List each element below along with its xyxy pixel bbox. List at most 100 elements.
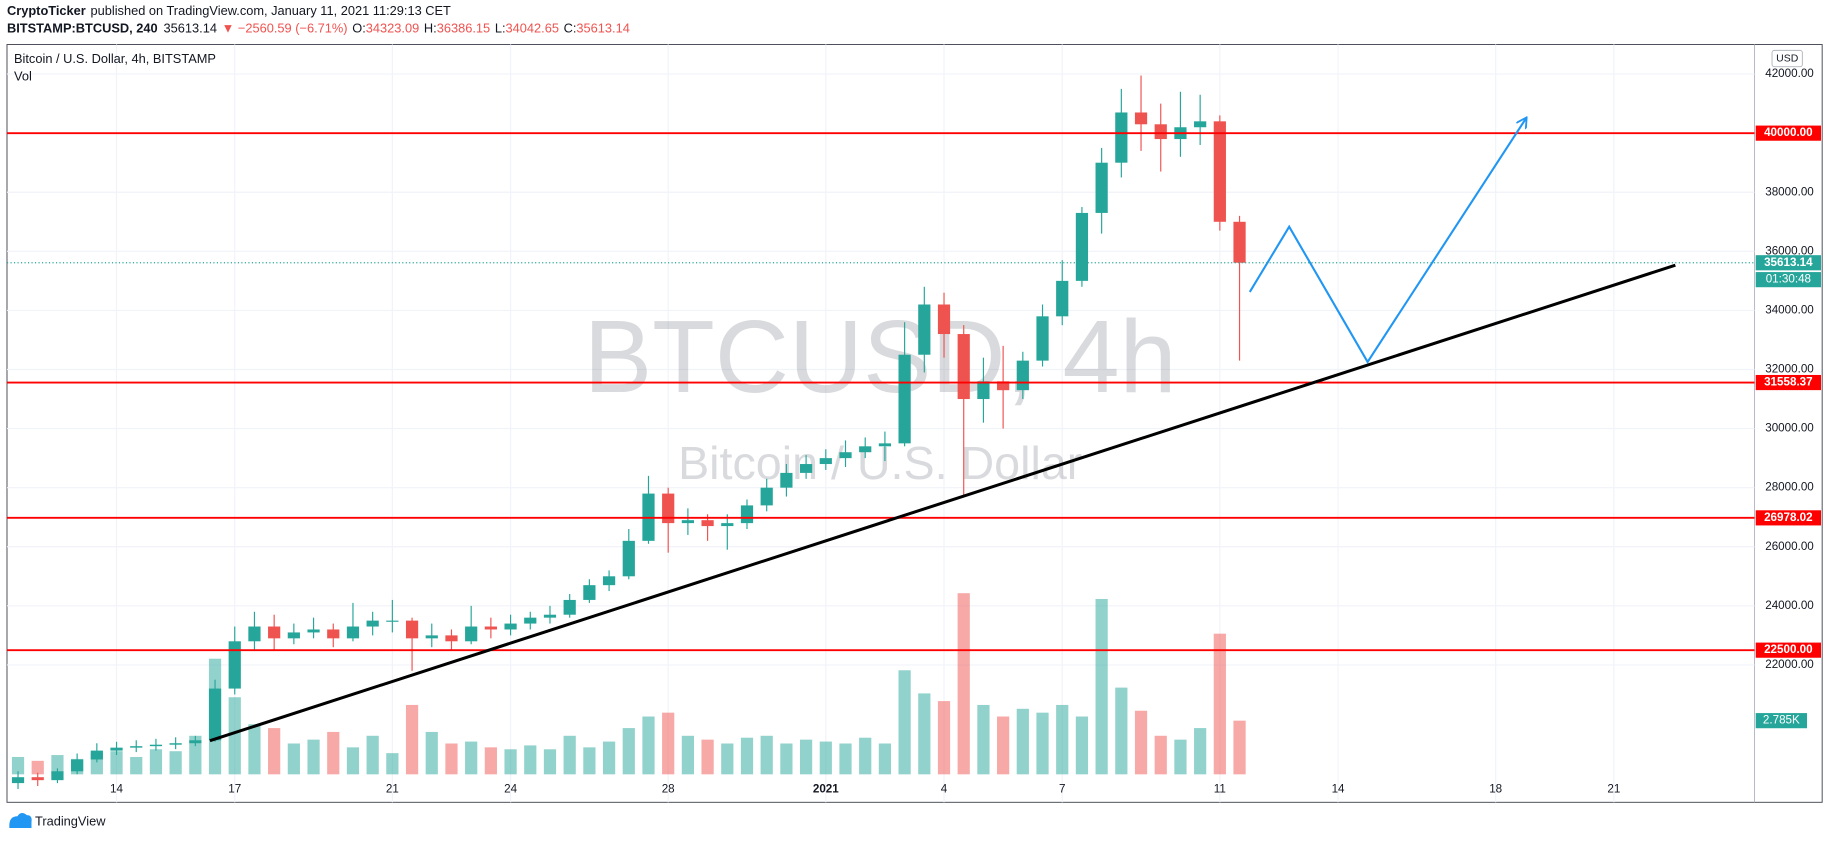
volume-bar [740,737,754,775]
candle-body [1075,212,1089,281]
candle-body [1115,112,1128,163]
volume-bar [130,756,143,775]
volume-label-bg [1755,713,1808,729]
y-tick-label: 34000.00 [1765,303,1814,316]
candle-body [11,777,25,784]
candle-body [189,740,202,744]
volume-bar [31,760,44,775]
candle-body [839,452,852,459]
candle-body [465,626,478,642]
volume-bar [11,756,25,775]
ohlc-value: 35613.14 [576,21,629,36]
candle-body [386,620,399,622]
level-label-bg [1755,510,1822,526]
candle-body [405,620,419,639]
candle-body [799,464,813,473]
level-label: 40000.00 [1764,126,1813,139]
volume-bar [445,743,458,775]
volume-bar [681,735,695,775]
y-tick-label: 28000.00 [1765,481,1814,494]
x-tick-label: 17 [228,783,241,796]
volume-bar [1154,735,1167,775]
legend-title: Bitcoin / U.S. Dollar, 4h, BITSTAMP [14,51,216,66]
grid [6,44,1755,803]
volume-bar [425,731,438,775]
volume-bar [1036,712,1049,775]
candle-body [563,599,576,615]
ohlc-value: 36386.15 [437,21,490,36]
published: published on TradingView.com, January 11… [90,3,451,18]
currency-box[interactable] [1771,49,1803,68]
volume-bar [799,739,813,775]
volume-bar [898,670,911,775]
volume-bar [1174,739,1187,775]
candle-body [504,623,517,630]
level-label-bg [1755,125,1822,141]
volume-bar [543,749,557,775]
candle-body [583,585,596,600]
volume-bar [1056,704,1069,775]
volume-bar [248,724,261,775]
candle-body [1016,360,1029,391]
level-label: 26978.02 [1764,511,1813,524]
volume-bar [149,749,163,775]
projection-path [1248,118,1526,364]
volume-bar [189,735,202,775]
volume-bar [721,743,734,775]
y-tick-label: 42000.00 [1765,67,1814,80]
volume-bar [662,712,675,775]
candle-body [484,626,497,630]
candle-body [681,520,695,524]
y-tick-label: 24000.00 [1765,599,1814,612]
y-tick-label: 26000.00 [1765,540,1814,553]
brand: TradingView [35,814,106,829]
x-tick-label: 4 [941,783,948,796]
last-price-bg [1755,255,1822,271]
currency[interactable]: USD [1776,53,1799,64]
volume-bar [760,735,773,775]
level-label: 31558.37 [1764,376,1813,389]
volume-bar [268,728,281,775]
volume-legend: Vol [14,69,32,84]
volume-bar [602,741,616,775]
ohlc-label: C: [564,21,577,36]
volume-bar [366,735,379,775]
trendline [209,263,1676,743]
candle-body [997,381,1010,391]
y-tick-label: 22000.00 [1765,658,1814,671]
volume-bar [1016,708,1029,775]
x-tick-label: 28 [662,783,675,796]
candle-body [701,520,714,527]
candle-body [819,458,832,465]
volume-bar [642,716,655,775]
axes: 22000.00 24000.00 26000.00 28000.00 30000.00… [110,67,1822,796]
candle-body [208,688,222,741]
candle-body [149,744,163,747]
volume-bar [110,751,123,775]
candle-body [760,487,773,506]
candle-body [287,632,300,639]
candle-body [366,620,379,627]
volume-bar [346,747,360,775]
volume-bar [997,716,1010,775]
candle-body [1134,112,1148,125]
candle-body [1154,124,1167,140]
countdown-bg [1755,272,1822,288]
ohlc-value: 34042.65 [506,21,559,36]
volume-bar [780,743,793,775]
candle-body [1194,121,1207,128]
volume-bar [405,704,419,775]
watermark: BTCUSD, 4h [584,299,1177,414]
candle-body [1213,121,1226,222]
candle-body [425,635,438,639]
volume-bar [937,701,951,775]
volume-bar [228,697,241,775]
candle-body [51,771,64,781]
volume-bar [1213,633,1226,775]
x-tick-label: 18 [1489,783,1502,796]
candle-body [130,746,143,748]
countdown: 01:30:48 [1766,273,1811,286]
volume-bar [918,693,931,775]
